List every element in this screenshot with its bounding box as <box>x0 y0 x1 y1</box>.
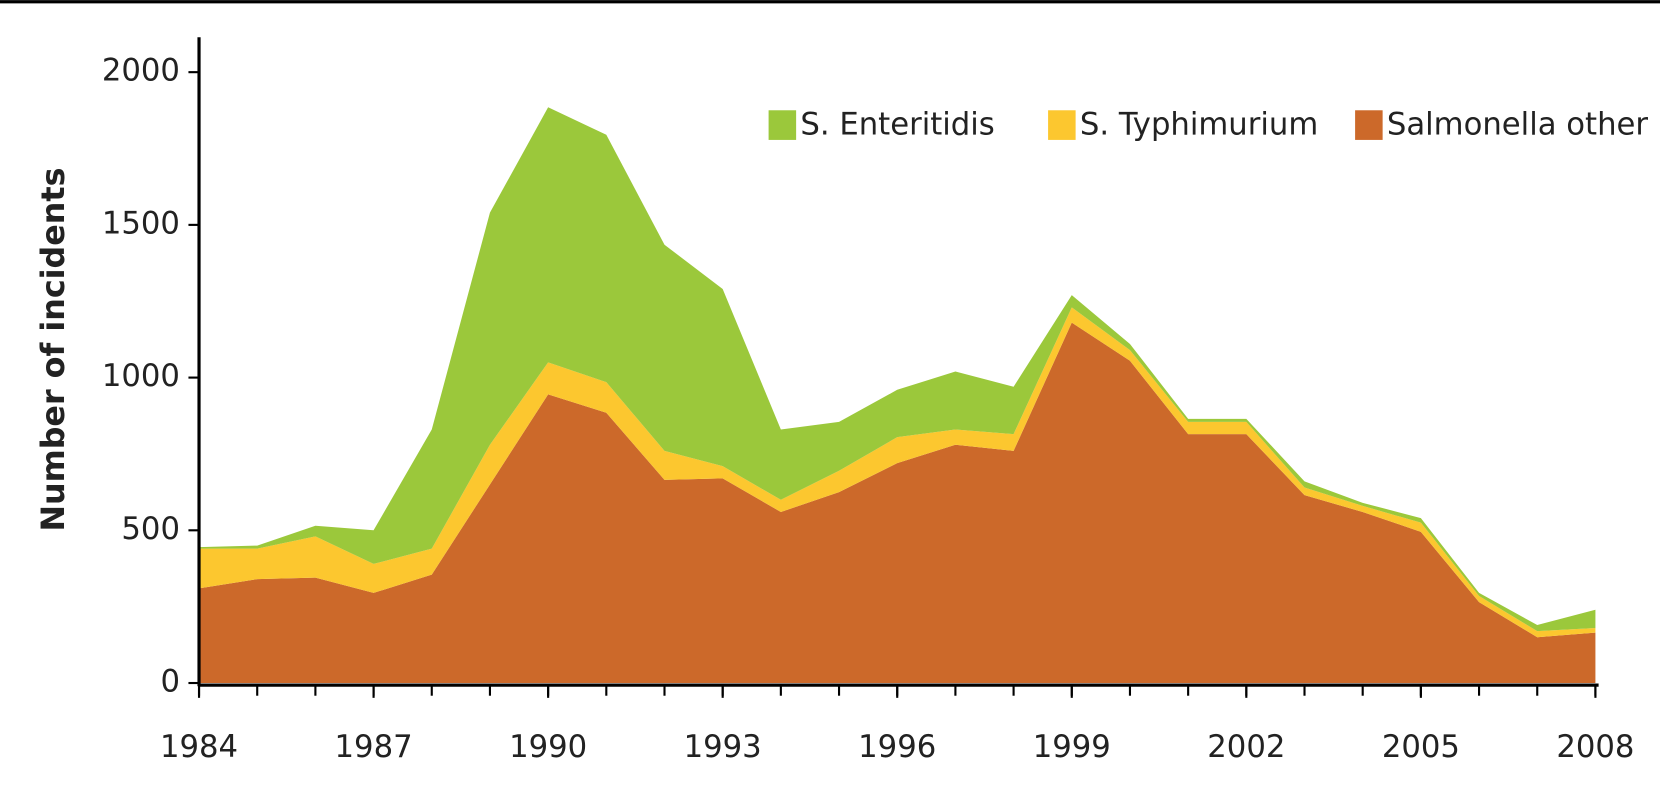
area <box>199 322 1596 684</box>
x-tick-label: 2008 <box>1556 730 1634 765</box>
y-tick-label: 0 <box>160 665 180 700</box>
area <box>199 107 1596 632</box>
y-tick-label: 1000 <box>102 359 180 394</box>
y-tick-label: 1500 <box>102 206 180 241</box>
y-tick-label: 2000 <box>102 54 180 89</box>
x-tick-label: 1987 <box>335 730 413 765</box>
x-tick-label: 1990 <box>509 730 587 765</box>
x-tick-label: 1993 <box>684 730 762 765</box>
y-axis-label: Number of incidents <box>36 168 72 532</box>
area <box>199 307 1596 638</box>
x-tick-label: 2005 <box>1382 730 1460 765</box>
x-tick-label: 2002 <box>1207 730 1285 765</box>
legend-label: S. Enteritidis <box>800 108 994 143</box>
x-tick-label: 1984 <box>160 730 238 765</box>
legend-swatch <box>768 110 797 140</box>
y-tick-label: 500 <box>121 512 180 547</box>
legend-label: Salmonella other <box>1387 108 1649 143</box>
x-tick-label: 1996 <box>858 730 936 765</box>
legend-label: S. Typhimurium <box>1080 108 1318 143</box>
x-tick-label: 1999 <box>1033 730 1111 765</box>
legend-swatch <box>1048 110 1076 140</box>
legend-swatch <box>1355 110 1383 140</box>
